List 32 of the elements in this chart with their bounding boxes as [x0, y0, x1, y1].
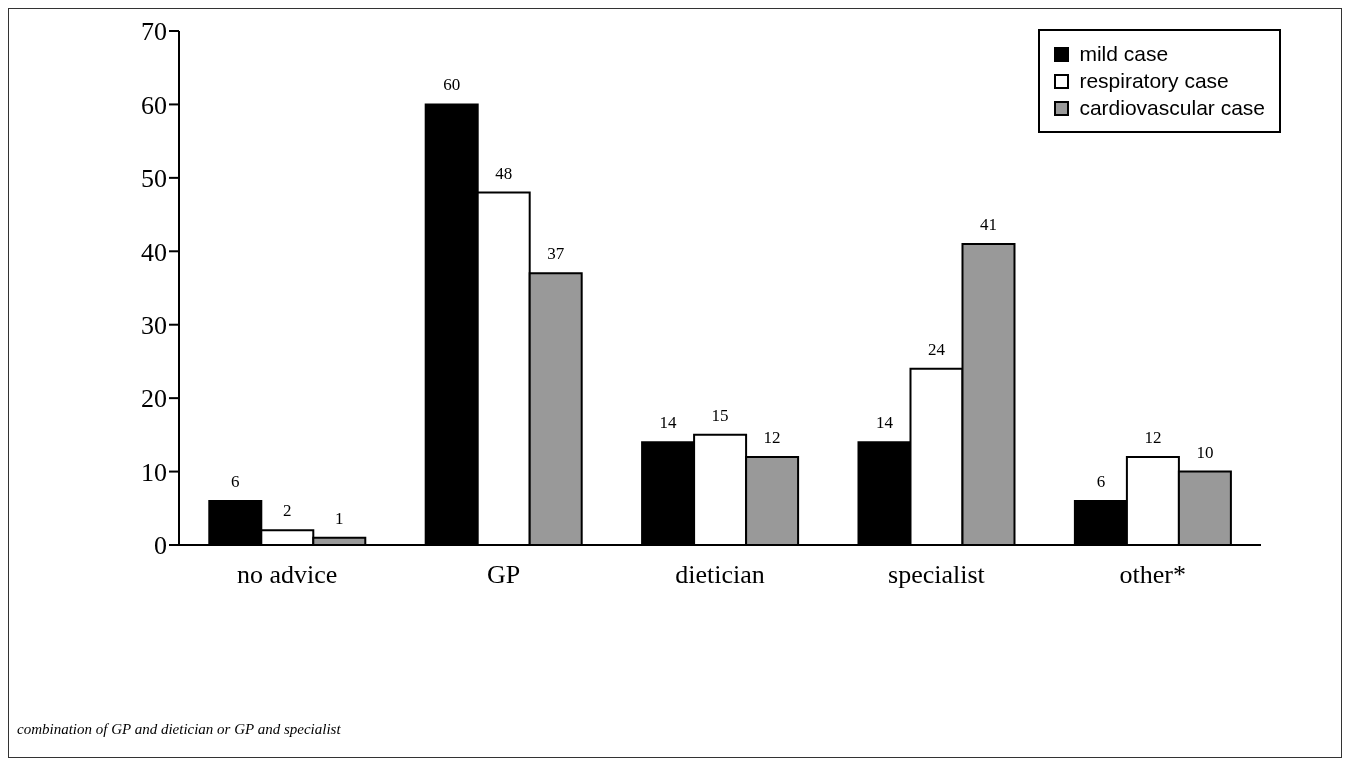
legend-label: mild case — [1079, 42, 1169, 66]
data-label: 2 — [283, 501, 292, 521]
y-tick-label: 60 — [141, 90, 167, 120]
data-label: 15 — [711, 405, 729, 425]
y-tick-label: 0 — [154, 531, 167, 561]
x-tick-label: GP — [486, 560, 521, 590]
data-label: 48 — [495, 163, 513, 183]
y-tick-label: 40 — [141, 237, 167, 267]
data-label: 1 — [335, 508, 344, 528]
data-label: 37 — [547, 244, 565, 264]
y-tick-label: 20 — [141, 384, 167, 414]
data-label: 6 — [231, 471, 240, 491]
data-label: 6 — [1096, 471, 1106, 491]
x-tick-label: dietician — [675, 560, 765, 590]
y-tick-label: 30 — [141, 310, 167, 340]
y-tick-label: 70 — [141, 17, 167, 47]
x-tick-label: other* — [1119, 560, 1187, 590]
data-label: 12 — [1144, 427, 1162, 447]
data-label: 10 — [1196, 442, 1214, 462]
legend-label: cardiovascular case — [1079, 96, 1265, 120]
data-label: 24 — [928, 339, 946, 359]
data-label: 14 — [876, 413, 894, 433]
x-tick-label: specialist — [888, 560, 986, 590]
y-tick-label: 50 — [141, 164, 167, 194]
data-label: 60 — [443, 75, 461, 95]
data-label: 41 — [980, 214, 997, 234]
data-label: 14 — [659, 413, 678, 433]
x-tick-label: no advice — [237, 560, 338, 590]
y-tick-label: 10 — [141, 457, 167, 487]
text: combination of GP and dietician or GP and specialist — [17, 721, 341, 738]
data-label: 12 — [763, 427, 781, 447]
legend-label: respiratory case — [1079, 69, 1229, 93]
